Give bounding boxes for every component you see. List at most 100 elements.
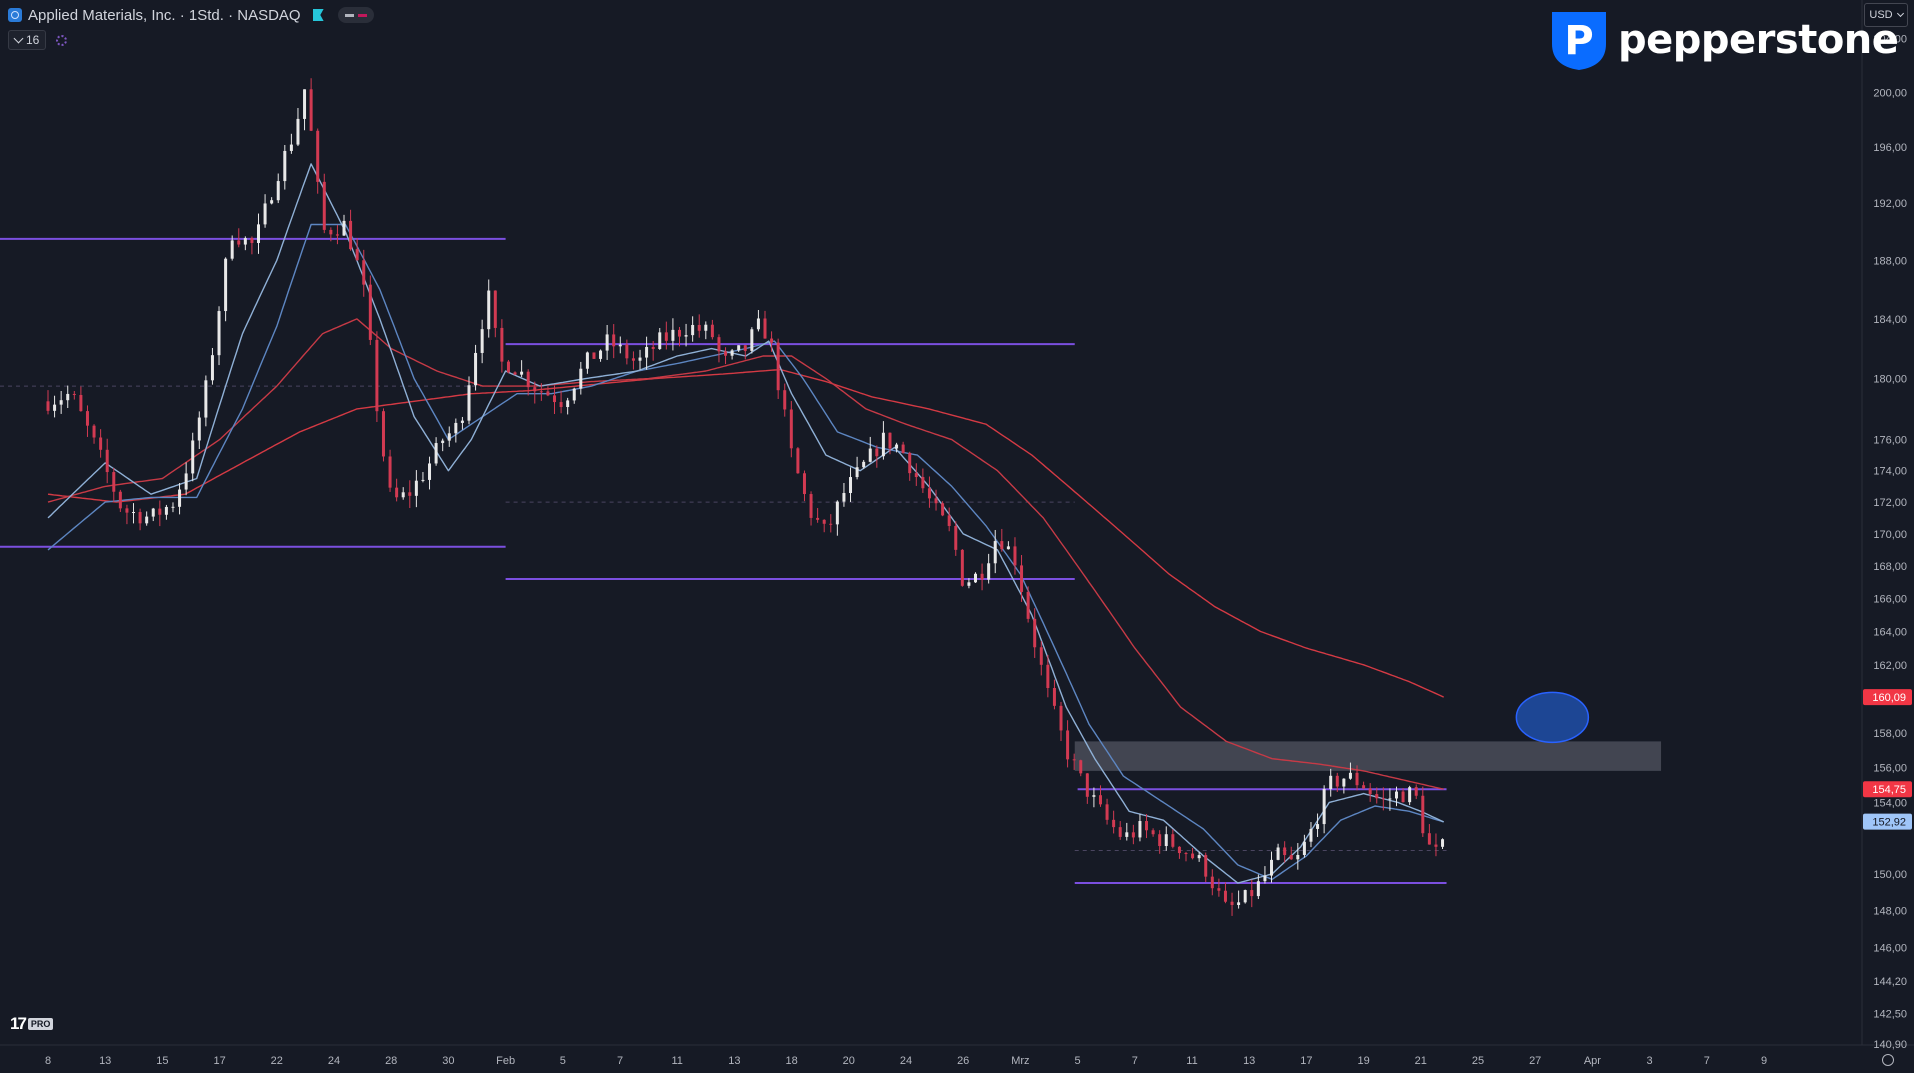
candle-body: [1092, 795, 1096, 797]
symbol-title[interactable]: Applied Materials, Inc. · 1Std. · NASDAQ: [28, 6, 301, 24]
candle-body: [829, 523, 833, 525]
candle-body: [770, 338, 774, 343]
x-tick-label: 9: [1761, 1055, 1767, 1067]
candle-body: [375, 339, 379, 412]
candle-body: [474, 352, 478, 386]
candle-body: [349, 220, 353, 250]
candle-body: [658, 332, 662, 349]
x-tick-label: 17: [213, 1055, 225, 1067]
price-tag-bg: [1863, 689, 1912, 706]
candle-body: [447, 433, 451, 441]
candle-body: [454, 422, 458, 434]
candle-body: [1171, 834, 1175, 847]
x-tick-label: 18: [785, 1055, 797, 1067]
candle-body: [1145, 821, 1149, 831]
candle-body: [1309, 828, 1313, 842]
candle-body: [1164, 834, 1168, 847]
candle-body: [1006, 546, 1010, 550]
symbol-logo-icon: [8, 8, 22, 22]
visibility-toggle-icon[interactable]: [337, 7, 374, 23]
candle-body: [809, 494, 813, 518]
candle-body: [592, 352, 596, 359]
candle-body: [125, 508, 129, 513]
x-tick-label: 25: [1472, 1055, 1484, 1067]
pepperstone-mark-icon: P: [1552, 12, 1606, 70]
candle-body: [342, 220, 346, 236]
candle-body: [553, 395, 557, 403]
candle-body: [1335, 775, 1339, 787]
candle-body: [493, 290, 497, 328]
candle-body: [1177, 846, 1181, 854]
x-tick-label: 5: [1075, 1055, 1081, 1067]
candle-body: [381, 411, 385, 457]
candle-body: [1033, 618, 1037, 648]
flag-icon[interactable]: [312, 9, 324, 21]
candle-body: [434, 443, 438, 464]
tradingview-logo-icon: 17: [10, 1014, 27, 1033]
candle-body: [408, 492, 412, 496]
candle-body: [1197, 855, 1201, 859]
candle-body: [1348, 772, 1352, 779]
candle-body: [191, 440, 195, 474]
price-tag-bg: [1863, 813, 1912, 830]
candle-body: [309, 89, 313, 131]
candle-body: [500, 327, 504, 362]
y-tick-label: 170,00: [1873, 529, 1907, 541]
candle-body: [1381, 798, 1385, 800]
candle-body: [138, 512, 142, 524]
candle-body: [250, 238, 254, 243]
candle-body: [1079, 760, 1083, 774]
price-tags: 160,09 154,75 152,92: [1863, 689, 1912, 830]
y-tick-label: 142,50: [1873, 1008, 1907, 1020]
currency-label: USD: [1869, 9, 1893, 21]
candle-body: [467, 385, 471, 421]
candle-body: [533, 387, 537, 392]
candle-body: [599, 350, 603, 359]
y-tick-label: 204,00: [1873, 34, 1907, 46]
candle-body: [1118, 827, 1122, 837]
candle-body: [651, 346, 655, 349]
candle-body: [79, 394, 83, 412]
candle-body: [335, 234, 339, 236]
tradingview-watermark[interactable]: 17 PRO: [10, 1014, 54, 1033]
candle-body: [204, 380, 208, 418]
x-tick-label: Apr: [1584, 1055, 1601, 1067]
brand-mark-letter: P: [1564, 18, 1593, 64]
candle-body: [1414, 787, 1418, 796]
y-axis[interactable]: 140,90 142,50 144,20 146,00 148,00 150,00 154,…: [1873, 34, 1907, 1051]
x-axis[interactable]: 8 13 15 17 22 24 28 30 Feb 5 7 11 13 18 20 24 26 Mrz 5 7 11 1…: [45, 1055, 1767, 1067]
candle-body: [743, 345, 747, 351]
settings-icon[interactable]: [1882, 1054, 1894, 1066]
candle-body: [59, 400, 63, 405]
candle-body: [526, 371, 530, 388]
candle-body: [72, 393, 76, 395]
x-tick-label: 7: [1704, 1055, 1710, 1067]
candle-body: [99, 437, 103, 450]
candle-body: [1052, 688, 1056, 706]
candle-body: [401, 492, 405, 498]
candle-body: [132, 512, 136, 514]
candle-body: [85, 411, 89, 426]
y-tick-label: 162,00: [1873, 660, 1907, 672]
candle-body: [421, 479, 425, 481]
candle-body: [1066, 730, 1070, 760]
indicator-count: 16: [26, 33, 40, 47]
candle-body: [572, 388, 576, 401]
candle-body: [355, 249, 359, 261]
x-tick-label: 21: [1415, 1055, 1427, 1067]
candle-body: [908, 452, 912, 474]
y-tick-label: 180,00: [1873, 374, 1907, 386]
symbol-header[interactable]: Applied Materials, Inc. · 1Std. · NASDAQ: [8, 4, 374, 26]
x-tick-label: Feb: [496, 1055, 515, 1067]
candle-body: [776, 342, 780, 391]
target-circle: [1515, 691, 1590, 744]
candle-body: [256, 224, 260, 243]
x-tick-label: 22: [271, 1055, 283, 1067]
y-tick-label: 192,00: [1873, 198, 1907, 210]
y-tick-label: 166,00: [1873, 594, 1907, 606]
currency-selector[interactable]: USD: [1864, 3, 1908, 27]
candle-body: [934, 498, 938, 504]
indicators-collapse-button[interactable]: 16: [8, 30, 47, 50]
candle-body: [66, 393, 70, 401]
